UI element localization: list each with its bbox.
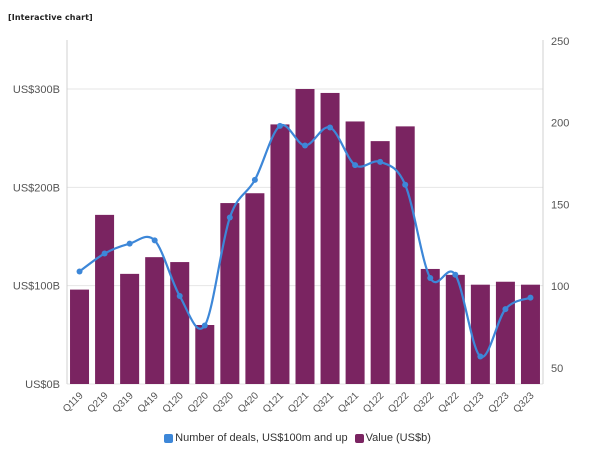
deals-point-Q319[interactable] bbox=[126, 240, 133, 247]
legend-item-value[interactable]: Value (US$b) bbox=[354, 432, 431, 444]
legend: Number of deals, US$100m and up Value (U… bbox=[0, 432, 595, 446]
y-right-tick-label: 150 bbox=[551, 199, 569, 211]
x-tick-label: Q122 bbox=[361, 390, 386, 415]
y-right-tick-label: 100 bbox=[551, 281, 569, 293]
deals-point-Q121[interactable] bbox=[276, 122, 283, 129]
bar-value-Q222[interactable] bbox=[395, 126, 415, 384]
bar-value-Q323[interactable] bbox=[520, 284, 540, 384]
deals-point-Q322[interactable] bbox=[427, 275, 434, 282]
bar-value-Q220[interactable] bbox=[195, 325, 215, 384]
legend-swatch-deals bbox=[164, 433, 174, 443]
legend-label-value: Value (US$b) bbox=[365, 432, 431, 444]
x-tick-label: Q421 bbox=[336, 390, 361, 415]
deals-point-Q122[interactable] bbox=[377, 158, 384, 165]
bar-value-Q223[interactable] bbox=[495, 281, 515, 384]
deals-point-Q120[interactable] bbox=[176, 293, 183, 300]
deals-point-Q220[interactable] bbox=[201, 322, 208, 329]
y-right-tick-label: 50 bbox=[551, 363, 563, 375]
bar-value-Q123[interactable] bbox=[470, 284, 490, 384]
y-left-tick-label: US$300B bbox=[13, 84, 60, 96]
y-right-tick-label: 250 bbox=[551, 36, 569, 48]
x-tick-label: Q422 bbox=[436, 390, 461, 415]
bar-value-Q321[interactable] bbox=[320, 92, 340, 384]
x-tick-label: Q419 bbox=[136, 390, 161, 415]
deals-point-Q123[interactable] bbox=[477, 353, 484, 360]
x-tick-label: Q319 bbox=[111, 390, 136, 415]
bar-value-Q219[interactable] bbox=[95, 214, 115, 384]
legend-swatch-value bbox=[354, 433, 364, 443]
x-tick-label: Q222 bbox=[386, 390, 411, 415]
y-left-tick-label: US$0B bbox=[25, 379, 60, 391]
x-tick-label: Q123 bbox=[461, 390, 486, 415]
deals-point-Q422[interactable] bbox=[452, 271, 459, 278]
deals-point-Q221[interactable] bbox=[302, 142, 308, 149]
x-tick-label: Q323 bbox=[512, 390, 537, 415]
bar-value-Q121[interactable] bbox=[270, 124, 290, 384]
bar-value-Q119[interactable] bbox=[70, 289, 90, 384]
deals-point-Q420[interactable] bbox=[251, 176, 258, 183]
y-left-tick-label: US$100B bbox=[13, 281, 60, 293]
deals-point-Q119[interactable] bbox=[76, 268, 83, 275]
deals-point-Q323[interactable] bbox=[527, 294, 534, 301]
bar-value-Q420[interactable] bbox=[245, 193, 265, 384]
x-tick-label: Q420 bbox=[236, 390, 261, 415]
legend-item-deals[interactable]: Number of deals, US$100m and up bbox=[164, 432, 348, 444]
bar-value-Q319[interactable] bbox=[120, 273, 140, 384]
deals-point-Q321[interactable] bbox=[327, 124, 334, 131]
x-tick-label: Q219 bbox=[86, 390, 111, 415]
bar-value-Q422[interactable] bbox=[445, 274, 465, 384]
x-tick-label: Q321 bbox=[311, 390, 336, 415]
x-tick-label: Q119 bbox=[61, 390, 86, 415]
chart-note: [Interactive chart] bbox=[8, 13, 93, 22]
bar-value-Q320[interactable] bbox=[220, 203, 240, 384]
deals-point-Q223[interactable] bbox=[502, 306, 509, 313]
bar-value-Q120[interactable] bbox=[170, 262, 190, 384]
deals-point-Q421[interactable] bbox=[352, 162, 359, 169]
deals-point-Q219[interactable] bbox=[101, 250, 108, 257]
x-tick-label: Q223 bbox=[486, 390, 511, 415]
y-left-tick-label: US$200B bbox=[13, 182, 60, 194]
y-right-tick-label: 200 bbox=[551, 118, 569, 130]
deals-point-Q320[interactable] bbox=[226, 214, 233, 221]
x-tick-label: Q221 bbox=[286, 390, 311, 415]
x-tick-label: Q320 bbox=[211, 390, 236, 415]
x-tick-label: Q322 bbox=[411, 390, 436, 415]
x-tick-label: Q220 bbox=[186, 390, 211, 415]
deals-point-Q222[interactable] bbox=[402, 181, 409, 188]
legend-label-deals: Number of deals, US$100m and up bbox=[175, 432, 348, 444]
bar-value-Q322[interactable] bbox=[420, 268, 440, 384]
bar-value-Q419[interactable] bbox=[145, 257, 165, 384]
deals-point-Q419[interactable] bbox=[151, 237, 158, 244]
x-tick-label: Q121 bbox=[261, 390, 286, 415]
x-tick-label: Q120 bbox=[161, 390, 186, 415]
bar-value-Q122[interactable] bbox=[370, 141, 390, 384]
bar-value-Q221[interactable] bbox=[295, 89, 315, 384]
bar-value-Q421[interactable] bbox=[345, 121, 365, 385]
